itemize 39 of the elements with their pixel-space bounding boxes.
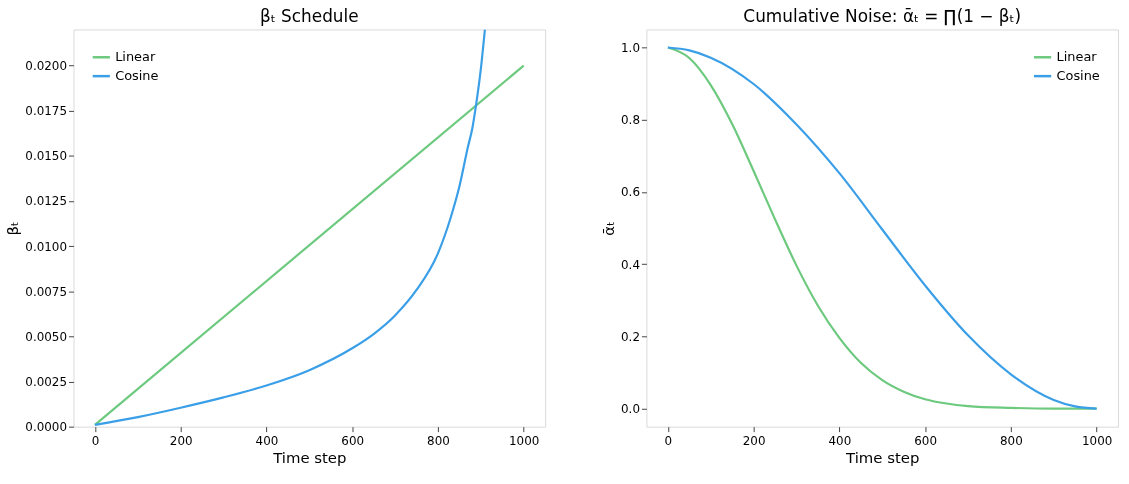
y-axis-title: βₜ (4, 221, 23, 236)
chart-title: βₜ Schedule (259, 5, 359, 26)
y-tick-label: 0.0175 (25, 104, 68, 119)
y-tick-label: 1.0 (621, 40, 640, 55)
x-tick-label: 0 (664, 434, 673, 449)
legend-label: Cosine (1056, 68, 1100, 84)
y-tick-label: 0.0025 (25, 374, 68, 389)
y-tick-label: 0.0125 (25, 194, 68, 209)
legend-label: Linear (1056, 49, 1098, 65)
x-tick-label: 0 (91, 434, 100, 449)
line-series (666, 46, 1098, 410)
y-tick-label: 0.4 (621, 257, 640, 272)
x-tick-label: 600 (914, 434, 937, 449)
x-tick-label: 1000 (509, 434, 540, 449)
line-series (93, 29, 486, 426)
x-tick-label: 600 (341, 434, 365, 449)
legend-label: Linear (115, 49, 156, 65)
x-tick-label: 800 (1000, 434, 1023, 449)
x-tick-label: 1000 (1081, 434, 1113, 449)
legend-label: Cosine (115, 68, 159, 84)
y-tick-label: 0.0075 (25, 284, 68, 299)
x-tick-label: 400 (255, 434, 279, 449)
x-tick-label: 400 (828, 434, 852, 449)
x-tick-label: 200 (742, 434, 766, 449)
x-tick-label: 200 (169, 434, 193, 449)
x-axis-title: Time step (845, 448, 920, 467)
chart-title: Cumulative Noise: ᾱₜ = ∏(1 − βₜ) (743, 5, 1022, 26)
y-axis-title: ᾱₜ (600, 221, 619, 236)
y-tick-label: 0.0050 (25, 329, 68, 344)
y-tick-label: 0.0200 (25, 59, 68, 74)
y-tick-label: 0.2 (621, 329, 640, 344)
y-tick-label: 0.0100 (25, 239, 68, 254)
y-tick-label: 0.0000 (25, 420, 68, 435)
x-tick-label: 800 (427, 434, 450, 449)
y-tick-label: 0.0150 (25, 149, 68, 164)
y-tick-label: 0.8 (621, 113, 640, 128)
x-axis-title: Time step (272, 448, 347, 467)
y-tick-label: 0.0 (621, 402, 640, 417)
y-tick-label: 0.6 (621, 185, 640, 200)
